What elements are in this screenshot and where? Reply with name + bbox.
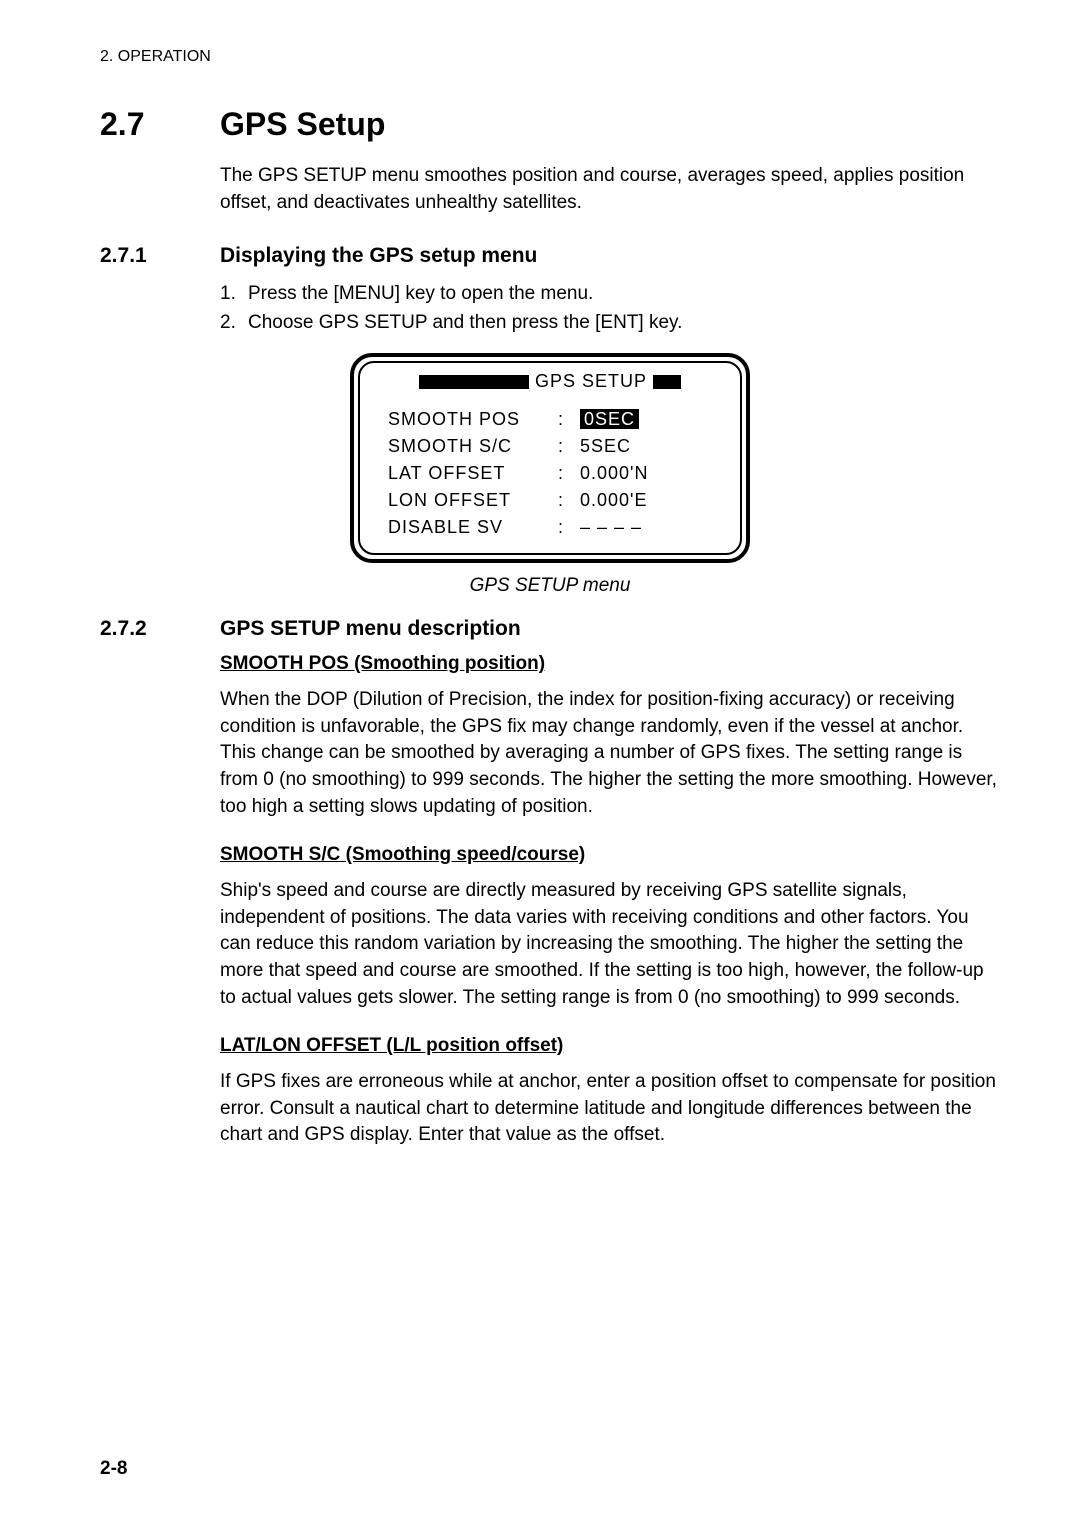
subheading: SMOOTH S/C (Smoothing speed/course)	[220, 844, 1000, 866]
step-number: 1.	[220, 280, 248, 309]
subheading: LAT/LON OFFSET (L/L position offset)	[220, 1035, 1000, 1057]
subsection-1-number: 2.7.1	[100, 244, 220, 268]
lcd-row: DISABLE SV : – – – –	[388, 514, 726, 541]
lcd-highlight: 0SEC	[580, 409, 639, 429]
steps-list: 1. Press the [MENU] key to open the menu…	[220, 280, 1000, 337]
lcd-label: SMOOTH S/C	[388, 433, 558, 460]
step-number: 2.	[220, 309, 248, 338]
main-title-row: 2.7 GPS Setup	[100, 106, 1000, 143]
lcd-value: 0.000'E	[580, 487, 726, 514]
lcd-title-bar-left	[419, 375, 529, 389]
subsection-1-title: Displaying the GPS setup menu	[220, 244, 537, 268]
lcd-container: GPS SETUP SMOOTH POS : 0SEC SMOOTH S/C :…	[100, 353, 1000, 563]
lcd-value: 0SEC	[580, 406, 726, 433]
lcd-label: SMOOTH POS	[388, 406, 558, 433]
main-section-title: GPS Setup	[220, 106, 385, 143]
lcd-value: 5SEC	[580, 433, 726, 460]
lcd-value: – – – –	[580, 514, 726, 541]
subsection-2-title: GPS SETUP menu description	[220, 617, 521, 641]
lcd-title: GPS SETUP	[535, 371, 647, 392]
lcd-caption: GPS SETUP menu	[100, 575, 1000, 597]
page-header: 2. OPERATION	[100, 48, 1000, 66]
lcd-label: LON OFFSET	[388, 487, 558, 514]
lcd-row: SMOOTH POS : 0SEC	[388, 406, 726, 433]
lcd-row: LON OFFSET : 0.000'E	[388, 487, 726, 514]
lcd-title-bar-right	[653, 375, 681, 389]
body-paragraph: Ship's speed and course are directly mea…	[220, 878, 1000, 1011]
subsection-2-number: 2.7.2	[100, 617, 220, 641]
lcd-colon: :	[558, 487, 580, 514]
lcd-row: SMOOTH S/C : 5SEC	[388, 433, 726, 460]
main-section-number: 2.7	[100, 106, 220, 143]
lcd-label: LAT OFFSET	[388, 460, 558, 487]
step-text: Press the [MENU] key to open the menu.	[248, 280, 1000, 309]
step-text: Choose GPS SETUP and then press the [ENT…	[248, 309, 1000, 338]
lcd-title-row: GPS SETUP	[374, 371, 726, 392]
intro-paragraph: The GPS SETUP menu smoothes position and…	[220, 163, 1000, 216]
lcd-value: 0.000'N	[580, 460, 726, 487]
page-number: 2-8	[100, 1458, 127, 1480]
lcd-colon: :	[558, 433, 580, 460]
subsection-1-row: 2.7.1 Displaying the GPS setup menu	[100, 244, 1000, 268]
lcd-colon: :	[558, 514, 580, 541]
lcd-row: LAT OFFSET : 0.000'N	[388, 460, 726, 487]
subheading: SMOOTH POS (Smoothing position)	[220, 653, 1000, 675]
body-paragraph: When the DOP (Dilution of Precision, the…	[220, 687, 1000, 820]
list-item: 2. Choose GPS SETUP and then press the […	[220, 309, 1000, 338]
lcd-screen: GPS SETUP SMOOTH POS : 0SEC SMOOTH S/C :…	[350, 353, 750, 563]
body-paragraph: If GPS fixes are erroneous while at anch…	[220, 1069, 1000, 1149]
lcd-colon: :	[558, 406, 580, 433]
lcd-colon: :	[558, 460, 580, 487]
subsection-2-row: 2.7.2 GPS SETUP menu description	[100, 617, 1000, 641]
list-item: 1. Press the [MENU] key to open the menu…	[220, 280, 1000, 309]
lcd-label: DISABLE SV	[388, 514, 558, 541]
